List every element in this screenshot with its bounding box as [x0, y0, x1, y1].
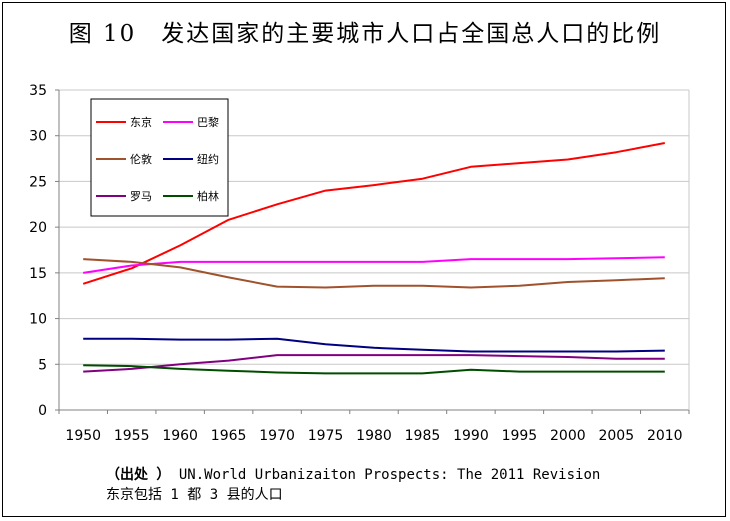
- x-tick-label: 1975: [308, 428, 344, 444]
- series-line-柏林: [83, 364, 665, 375]
- y-tick-label: 25: [29, 174, 47, 190]
- source-note: （出处 ） UN.World Urbanizaiton Prospects: T…: [106, 465, 600, 505]
- legend-label: 罗马: [130, 190, 152, 203]
- y-tick-label: 20: [29, 220, 47, 236]
- x-tick-label: 2010: [647, 428, 683, 444]
- legend-label: 巴黎: [197, 115, 219, 129]
- x-tick-label: 1990: [453, 428, 489, 444]
- y-tick-label: 30: [29, 129, 47, 145]
- x-tick-label: 2005: [598, 428, 634, 444]
- legend-label: 伦敦: [130, 152, 152, 166]
- x-tick-label: 1960: [162, 428, 198, 444]
- x-tick-label: 1995: [502, 428, 538, 444]
- legend-label: 纽约: [197, 152, 219, 166]
- source-text: UN.World Urbanizaiton Prospects: The 201…: [178, 467, 601, 483]
- x-tick-label: 1955: [114, 428, 150, 444]
- legend-label: 东京: [130, 115, 152, 129]
- x-tick-label: 1950: [65, 428, 101, 444]
- x-tick-label: 1985: [405, 428, 441, 444]
- series-line-罗马: [83, 354, 665, 373]
- series-line-伦敦: [83, 258, 665, 289]
- y-tick-label: 0: [38, 403, 47, 419]
- series-line-东京: [82, 142, 665, 285]
- x-tick-label: 1965: [211, 428, 247, 444]
- x-tick-label: 1970: [259, 428, 295, 444]
- y-tick-label: 10: [29, 312, 47, 328]
- legend-label: 柏林: [197, 189, 219, 203]
- y-tick-label: 5: [38, 357, 47, 373]
- y-tick-label: 15: [29, 266, 47, 282]
- series-line-纽约: [83, 337, 665, 353]
- chart-title: 图 10 发达国家的主要城市人口占全国总人口的比例: [68, 21, 662, 47]
- y-tick-label: 35: [29, 83, 47, 99]
- series-line-巴黎: [83, 256, 665, 274]
- x-tick-label: 2000: [550, 428, 586, 444]
- x-tick-label: 1980: [356, 428, 392, 444]
- footnote: 东京包括 1 都 3 县的人口: [106, 487, 283, 503]
- source-label: （出处 ）: [106, 467, 171, 483]
